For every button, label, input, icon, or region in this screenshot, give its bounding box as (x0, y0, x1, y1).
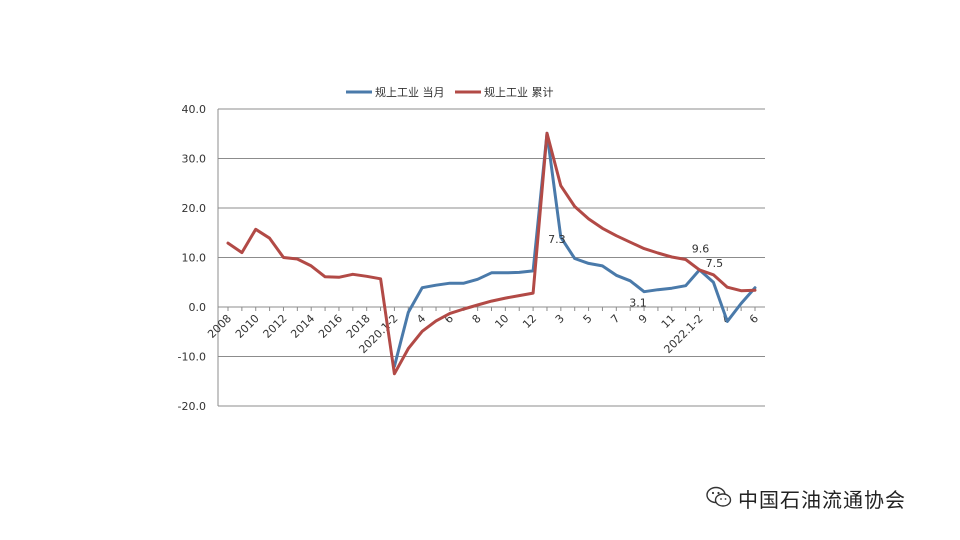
watermark-text: 中国石油流通协会 (738, 488, 906, 512)
y-tick-label: 20.0 (182, 202, 207, 215)
y-tick-label: 40.0 (182, 103, 207, 116)
x-tick-label: 5 (581, 312, 595, 326)
x-tick-label: 9 (636, 312, 650, 326)
y-axis: 40.0 30.0 20.0 10.0 0.0 -10.0 -20.0 (178, 103, 219, 413)
x-tick-label: 2014 (288, 312, 317, 341)
y-tick-label: 10.0 (182, 252, 207, 265)
y-tick-label: -20.0 (178, 400, 206, 413)
x-tick-label: 2008 (205, 312, 234, 341)
x-tick-label: 3 (553, 312, 567, 326)
x-tick-label: 8 (470, 312, 484, 326)
legend: 规上工业 当月 规上工业 累计 (346, 85, 554, 99)
legend-label: 规上工业 当月 (375, 85, 445, 99)
series-line-2 (226, 131, 757, 376)
y-tick-label: 0.0 (189, 301, 207, 314)
series-lines (226, 131, 757, 376)
x-tick-label: 12 (520, 312, 539, 331)
data-label: 3.1 (629, 297, 647, 310)
x-tick-label: 2010 (233, 312, 262, 341)
x-tick-label: 2012 (261, 312, 290, 341)
x-tick-label: 10 (492, 312, 511, 331)
legend-label: 规上工业 累计 (484, 85, 554, 99)
data-label: 7.3 (548, 233, 566, 246)
x-tick-label: 4 (414, 312, 428, 326)
data-annotations: 7.3 3.1 9.6 7.5 (548, 233, 723, 310)
y-tick-label: -10.0 (178, 351, 206, 364)
x-tick-label: 7 (608, 312, 622, 326)
watermark: 中国石油流通协会 (706, 484, 906, 513)
data-label: 7.5 (706, 257, 724, 270)
x-tick-label: 11 (659, 312, 678, 331)
y-tick-label: 30.0 (182, 153, 207, 166)
series-line-1 (392, 131, 757, 368)
x-tick-label: 2016 (316, 312, 345, 341)
wechat-icon (706, 486, 732, 512)
data-label: 9.6 (692, 242, 710, 255)
x-tick-label: 6 (747, 312, 761, 326)
